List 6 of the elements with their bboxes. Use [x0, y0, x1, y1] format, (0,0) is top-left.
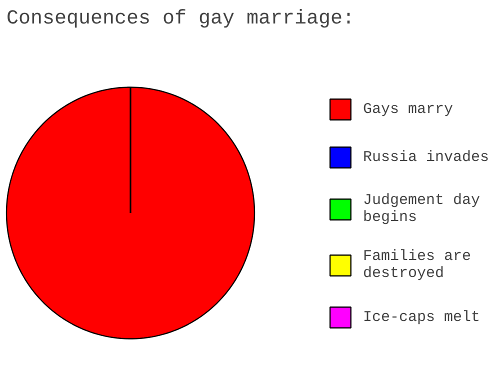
chart-title: Consequences of gay marriage:	[6, 8, 355, 30]
legend-label: Gays marry	[362, 100, 453, 118]
legend-label: Judgement day begins	[362, 192, 480, 226]
legend-label: Ice-caps melt	[362, 308, 480, 326]
legend-label: Russia invades	[362, 148, 489, 166]
legend-label: Families are destroyed	[362, 248, 471, 282]
